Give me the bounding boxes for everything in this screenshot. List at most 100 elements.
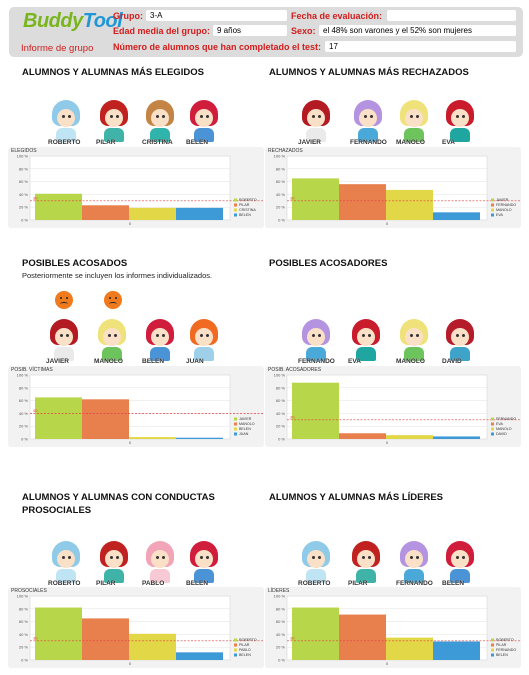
chart-canvas: 100 % 80 % 60 % 40 % 20 % 0 % 30 0 ROBERTOPILARP… (17, 594, 264, 666)
bar (433, 436, 480, 439)
legend-swatch (491, 417, 494, 421)
y-tick-label: 40 % (276, 411, 286, 416)
chart-title: ELEGIDOS (11, 148, 37, 154)
reference-label: 30 (290, 414, 295, 419)
legend-label: BELEN (239, 213, 251, 217)
legend-label: ROBERTO (496, 638, 514, 642)
section-title-bullies: POSIBLES ACOSADORES (269, 258, 388, 269)
legend-label: JAVIER (239, 417, 252, 421)
bar-chart: POSIB. VÍCTIMAS 100 % 80 % 60 % 40 % 20 % 0 % 4… (8, 366, 264, 447)
student-name: ROBERTO (48, 139, 81, 146)
reference-label: 30 (290, 195, 295, 200)
legend-swatch (234, 422, 237, 426)
chart-title: POSIB. ACOSADORES (268, 367, 322, 373)
legend-swatch (234, 432, 237, 436)
y-tick-label: 60 % (19, 619, 29, 624)
sad-face-icon (55, 291, 73, 309)
x-tick-label: 0 (129, 440, 132, 445)
student-name: PABLO (142, 580, 165, 587)
legend-label: PILAR (239, 203, 250, 207)
student-avatar (400, 100, 428, 142)
chart-title: PROSOCIALES (11, 588, 47, 594)
student-avatar (52, 100, 80, 142)
section-title-rejected: ALUMNOS Y ALUMNAS MÁS RECHAZADOS (269, 67, 469, 78)
legend-swatch (234, 208, 237, 212)
reference-label: 30 (290, 635, 295, 640)
y-tick-label: 80 % (19, 166, 29, 171)
bar (292, 382, 339, 439)
y-tick-label: 20 % (19, 205, 29, 210)
student-avatar (146, 319, 174, 361)
legend-swatch (234, 203, 237, 207)
student-name: MANOLO (94, 358, 123, 365)
completed-field: 17 (325, 41, 516, 52)
sex-label: Sexo: (291, 26, 316, 36)
bar (339, 184, 386, 220)
legend-swatch (491, 653, 494, 657)
y-tick-label: 100 % (17, 594, 29, 599)
bar (339, 614, 386, 660)
student-avatar (190, 319, 218, 361)
student-avatar (50, 319, 78, 361)
bar (176, 437, 223, 439)
bar (129, 633, 176, 660)
legend-swatch (234, 213, 237, 217)
bar-chart: PROSOCIALES 100 % 80 % 60 % 40 % 20 % 0 % 30 0 RO… (8, 587, 264, 668)
legend-swatch (491, 432, 494, 436)
y-tick-label: 0 % (21, 218, 28, 223)
student-avatar (100, 100, 128, 142)
legend-label: EVA (496, 422, 504, 426)
y-tick-label: 40 % (19, 411, 29, 416)
y-tick-label: 20 % (19, 645, 29, 650)
y-tick-label: 20 % (276, 424, 286, 429)
legend-swatch (491, 638, 494, 642)
bar (176, 652, 223, 660)
y-tick-label: 20 % (19, 424, 29, 429)
y-tick-label: 100 % (17, 154, 29, 159)
y-tick-label: 40 % (19, 192, 29, 197)
student-name: DAVID (442, 358, 462, 365)
sad-face-icon (104, 291, 122, 309)
bar (35, 607, 82, 660)
legend-swatch (491, 198, 494, 202)
y-tick-label: 60 % (19, 398, 29, 403)
chart-title: POSIB. VÍCTIMAS (11, 367, 53, 373)
legend-label: FERNANDO (496, 648, 516, 652)
student-name: BELEN (142, 358, 165, 365)
y-tick-label: 0 % (278, 658, 285, 663)
bar (82, 618, 129, 660)
section-title-victims: POSIBLES ACOSADOS (22, 258, 128, 269)
y-tick-label: 100 % (17, 373, 29, 378)
legend-label: DAVID (496, 432, 507, 436)
legend-label: BELEN (239, 653, 251, 657)
bar (386, 189, 433, 220)
section-note: Posteriormente se incluyen los informes … (22, 271, 213, 280)
y-tick-label: 80 % (276, 166, 286, 171)
age-field: 9 años (213, 25, 287, 36)
student-name: FERNANDO (396, 580, 433, 587)
student-avatar (52, 541, 80, 583)
student-name: BELEN (442, 580, 465, 587)
legend-label: MANOLO (496, 427, 512, 431)
student-avatar (146, 100, 174, 142)
section-title-leaders: ALUMNOS Y ALUMNAS MÁS LÍDERES (269, 492, 444, 503)
y-tick-label: 80 % (276, 606, 286, 611)
legend-label: BELEN (239, 427, 251, 431)
legend-label: PILAR (239, 643, 250, 647)
bar-chart: POSIB. ACOSADORES 100 % 80 % 60 % 40 % 20 % 0 … (265, 366, 521, 447)
bar (129, 437, 176, 439)
legend-label: CRISTINA (239, 208, 256, 212)
legend-swatch (491, 208, 494, 212)
y-tick-label: 0 % (21, 658, 28, 663)
legend-swatch (491, 427, 494, 431)
chart-canvas: 100 % 80 % 60 % 40 % 20 % 0 % 30 0 JAVIERFERNAND… (274, 154, 521, 226)
legend-label: FERNANDO (496, 417, 516, 421)
bar-chart: ELEGIDOS 100 % 80 % 60 % 40 % 20 % 0 % 30 0 ROBER… (8, 147, 264, 228)
student-name: CRISTINA (142, 139, 173, 146)
legend-swatch (234, 198, 237, 202)
student-name: ROBERTO (298, 580, 331, 587)
chart-canvas: 100 % 80 % 60 % 40 % 20 % 0 % 30 0 ROBERTOPILARC… (17, 154, 264, 226)
y-tick-label: 60 % (19, 179, 29, 184)
x-tick-label: 0 (386, 440, 389, 445)
eval-date-field (387, 10, 516, 21)
